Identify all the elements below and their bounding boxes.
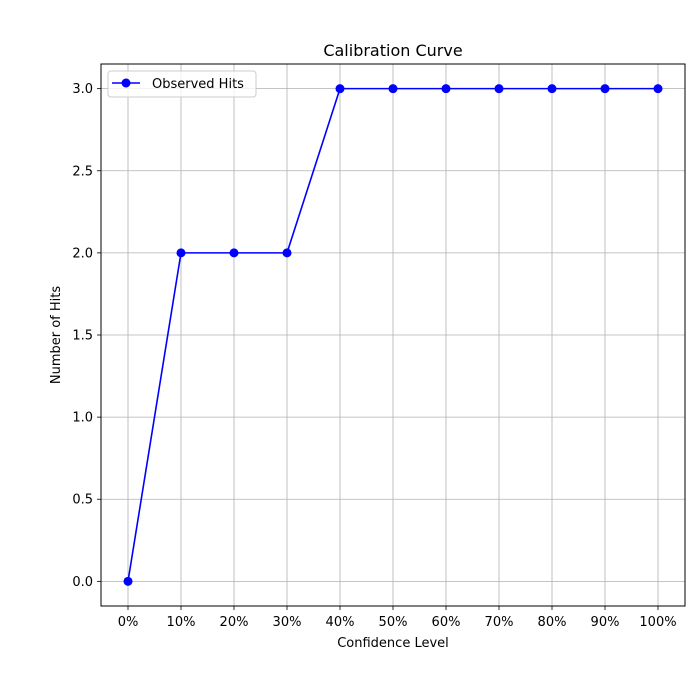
data-point-marker: [547, 84, 557, 94]
y-tick-label: 3.0: [72, 82, 93, 97]
data-point-marker: [229, 248, 239, 258]
data-point-marker: [123, 576, 133, 586]
legend-marker-swatch: [121, 78, 131, 88]
series-layer: [123, 84, 663, 586]
x-tick-label: 60%: [432, 615, 461, 630]
chart-title: Calibration Curve: [323, 41, 462, 60]
x-tick-label: 40%: [326, 615, 355, 630]
legend-label-observed-hits: Observed Hits: [152, 77, 244, 92]
y-tick-label: 1.0: [72, 411, 93, 426]
y-tick-label: 0.0: [72, 575, 93, 590]
data-point-marker: [494, 84, 504, 94]
x-tick-label: 80%: [538, 615, 567, 630]
x-tick-label: 50%: [379, 615, 408, 630]
x-axis-ticks: 0% 10% 20% 30% 40% 50% 60% 70% 80% 90% 100%: [118, 606, 677, 630]
x-tick-label: 0%: [118, 615, 139, 630]
y-tick-label: 2.0: [72, 246, 93, 261]
x-tick-label: 10%: [167, 615, 196, 630]
x-axis-label: Confidence Level: [337, 636, 449, 651]
y-axis-ticks: 0.0 0.5 1.0 1.5 2.0 2.5 3.0: [72, 82, 101, 590]
x-tick-label: 30%: [273, 615, 302, 630]
x-tick-label: 20%: [220, 615, 249, 630]
x-tick-label: 70%: [485, 615, 514, 630]
y-axis-label: Number of Hits: [49, 286, 64, 385]
y-tick-label: 0.5: [72, 493, 93, 508]
x-tick-label: 90%: [591, 615, 620, 630]
legend-box: [107, 70, 257, 98]
data-point-marker: [600, 84, 610, 94]
legend: Observed Hits: [107, 70, 257, 98]
data-point-marker: [441, 84, 451, 94]
y-tick-label: 1.5: [72, 329, 93, 344]
data-point-marker: [282, 248, 292, 258]
data-point-marker: [388, 84, 398, 94]
data-point-marker: [653, 84, 663, 94]
data-point-marker: [335, 84, 345, 94]
data-point-marker: [176, 248, 186, 258]
y-tick-label: 2.5: [72, 164, 93, 179]
x-tick-label: 100%: [639, 615, 676, 630]
